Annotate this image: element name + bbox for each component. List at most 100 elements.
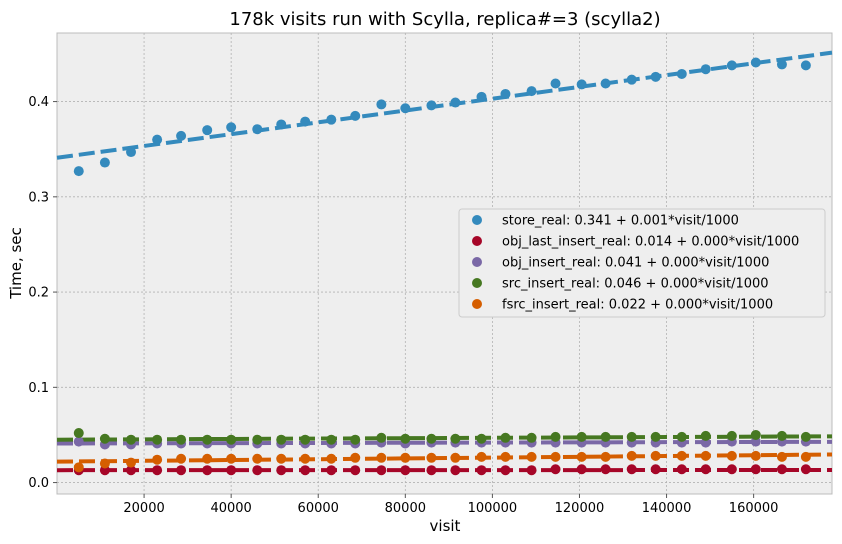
store-real-point xyxy=(750,57,761,68)
fsrc-insert-real-point xyxy=(202,453,213,464)
store-real-point xyxy=(99,157,110,168)
src-insert-real-point xyxy=(152,434,163,445)
fsrc-insert-real-point xyxy=(776,451,787,462)
fsrc-insert-real-point xyxy=(626,450,637,461)
obj-last-insert-real-point xyxy=(500,465,511,476)
store-real-point xyxy=(650,71,661,82)
store-real-point xyxy=(400,103,411,114)
fsrc-insert-real-point xyxy=(450,452,461,463)
x-tick-label: 120000 xyxy=(555,501,605,516)
store-real-point xyxy=(176,130,187,141)
fsrc-insert-real-point xyxy=(576,451,587,462)
data-points xyxy=(73,57,811,476)
obj-last-insert-real-point xyxy=(350,465,361,476)
fsrc-insert-real-point xyxy=(152,454,163,465)
y-tick-label: 0.1 xyxy=(28,381,49,396)
obj-last-insert-real-point xyxy=(426,465,437,476)
legend-box xyxy=(458,208,826,318)
fsrc-insert-real-point xyxy=(676,450,687,461)
store-real-point xyxy=(476,91,487,102)
src-insert-real-point xyxy=(800,431,811,442)
fsrc-insert-real-point xyxy=(99,458,110,469)
x-axis: 20000 40000 60000 80000 100000 120000 140000 16… xyxy=(123,494,778,516)
y-tick-label: 0.2 xyxy=(28,286,49,301)
store-real-point xyxy=(126,147,137,158)
obj-last-insert-real-point xyxy=(650,464,661,475)
fsrc-insert-real-point xyxy=(476,451,487,462)
fsrc-insert-real-point xyxy=(73,462,84,473)
obj-last-insert-real-point xyxy=(600,464,611,475)
y-tick-label: 0.3 xyxy=(28,190,49,205)
legend-marker xyxy=(472,215,482,225)
store-real-point xyxy=(300,116,311,127)
legend-label: store_real: 0.341 + 0.001*visit/1000 xyxy=(502,214,739,229)
legend-marker xyxy=(472,257,482,267)
src-insert-real-point xyxy=(600,431,611,442)
src-insert-real-point xyxy=(500,432,511,443)
src-insert-real-point xyxy=(750,429,761,440)
obj-last-insert-real-point xyxy=(476,465,487,476)
obj-last-insert-real-point xyxy=(676,464,687,475)
x-tick-label: 40000 xyxy=(210,501,251,516)
obj-last-insert-real-point xyxy=(276,465,287,476)
store-real-point xyxy=(252,124,263,135)
fsrc-insert-real-point xyxy=(526,451,537,462)
legend-marker xyxy=(472,278,482,288)
obj-last-insert-real-point xyxy=(550,464,561,475)
src-insert-real-point xyxy=(550,431,561,442)
src-insert-real-point xyxy=(576,431,587,442)
store-real-point xyxy=(726,60,737,71)
store-real-point xyxy=(800,60,811,71)
src-insert-real-point xyxy=(676,431,687,442)
fsrc-insert-real-point xyxy=(376,452,387,463)
store-real-point xyxy=(73,166,84,177)
obj-last-insert-real-point xyxy=(326,465,337,476)
fsrc-insert-real-point xyxy=(300,453,311,464)
obj-last-insert-real-point xyxy=(152,465,163,476)
store-real-point xyxy=(550,78,561,89)
src-insert-real-point xyxy=(450,433,461,444)
legend-marker xyxy=(472,236,482,246)
obj-last-insert-real-point xyxy=(450,465,461,476)
obj-last-insert-real-point xyxy=(800,464,811,475)
y-axis: 0.0 0.1 0.2 0.3 0.4 xyxy=(28,95,57,491)
store-real-point xyxy=(700,64,711,75)
fsrc-insert-real-point xyxy=(726,450,737,461)
obj-last-insert-real-point xyxy=(750,464,761,475)
store-real-point xyxy=(152,134,163,145)
obj-last-insert-real-point xyxy=(526,465,537,476)
src-insert-real-point xyxy=(776,430,787,441)
src-insert-real-point xyxy=(350,434,361,445)
legend-marker xyxy=(472,299,482,309)
fsrc-insert-real-point xyxy=(426,452,437,463)
fsrc-insert-real-point xyxy=(350,452,361,463)
store-real-point xyxy=(202,125,213,136)
src-insert-real-point xyxy=(400,433,411,444)
legend-label: src_insert_real: 0.046 + 0.000*visit/100… xyxy=(502,277,769,292)
store-real-point xyxy=(500,88,511,99)
fsrc-insert-real-point xyxy=(600,451,611,462)
y-tick-label: 0.0 xyxy=(28,476,49,491)
src-insert-real-point xyxy=(326,434,337,445)
src-insert-real-point xyxy=(226,434,237,445)
y-axis-label: Time, sec xyxy=(7,227,25,300)
legend: store_real: 0.341 + 0.001*visit/1000 obj_… xyxy=(458,208,826,318)
fsrc-insert-real-point xyxy=(550,451,561,462)
src-insert-real-point xyxy=(650,431,661,442)
obj-last-insert-real-point xyxy=(202,465,213,476)
src-insert-real-point xyxy=(726,430,737,441)
store-real-point xyxy=(350,110,361,121)
x-tick-label: 20000 xyxy=(123,501,164,516)
store-real-point xyxy=(376,99,387,110)
x-tick-label: 160000 xyxy=(729,501,779,516)
obj-last-insert-real-point xyxy=(176,465,187,476)
src-insert-real-point xyxy=(126,434,137,445)
src-insert-real-point xyxy=(252,434,263,445)
fsrc-insert-real-point xyxy=(500,451,511,462)
src-insert-real-point xyxy=(426,433,437,444)
src-insert-real-point xyxy=(476,433,487,444)
obj-last-insert-real-point xyxy=(700,464,711,475)
fsrc-insert-real-point xyxy=(252,453,263,464)
grid xyxy=(57,33,832,494)
